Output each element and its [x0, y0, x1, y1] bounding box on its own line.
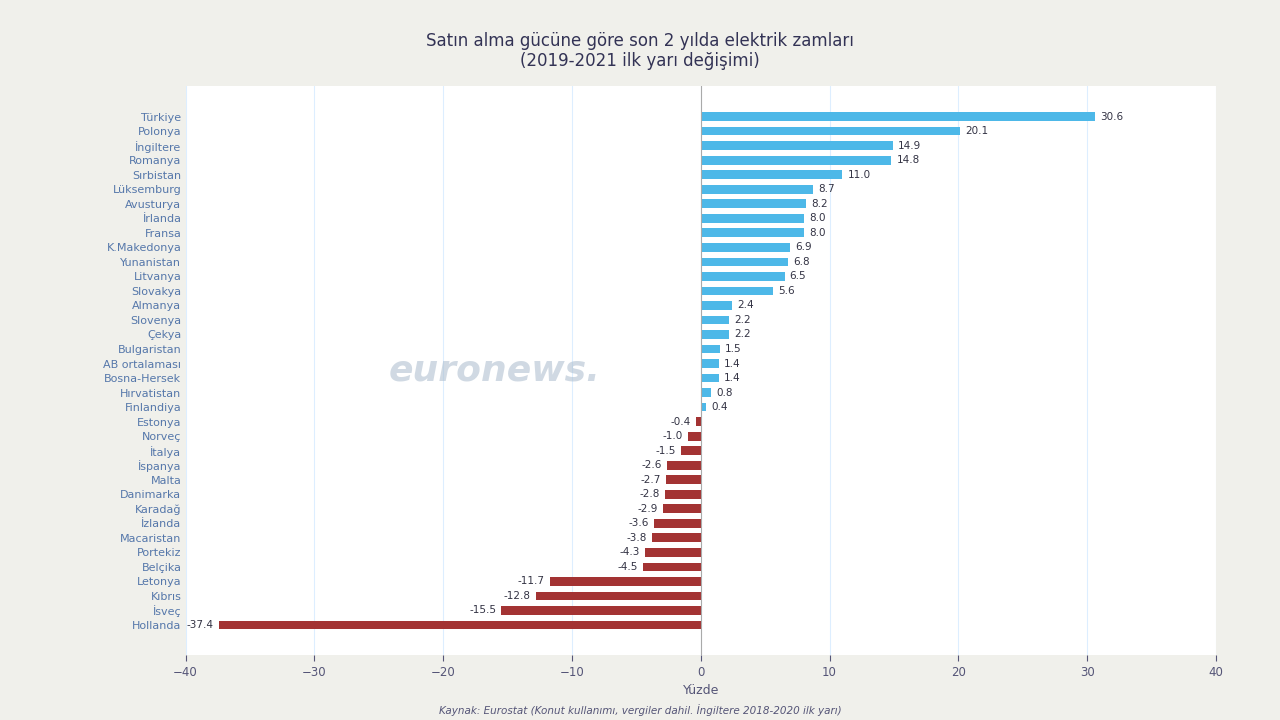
Text: (2019-2021 ilk yarı değişimi): (2019-2021 ilk yarı değişimi): [520, 52, 760, 70]
Bar: [701, 112, 1094, 121]
Bar: [701, 258, 788, 266]
Bar: [536, 592, 701, 600]
Bar: [654, 519, 701, 528]
Text: -12.8: -12.8: [504, 591, 531, 601]
Bar: [695, 418, 701, 426]
Text: euronews.: euronews.: [389, 354, 600, 388]
Bar: [701, 141, 892, 150]
Bar: [550, 577, 701, 586]
Bar: [701, 243, 790, 252]
Text: 1.4: 1.4: [724, 373, 741, 383]
Text: 14.8: 14.8: [896, 156, 920, 165]
Bar: [701, 127, 960, 135]
Text: -1.0: -1.0: [663, 431, 682, 441]
Bar: [701, 171, 842, 179]
Bar: [667, 461, 701, 469]
Text: -2.7: -2.7: [640, 474, 660, 485]
Bar: [701, 185, 813, 194]
Bar: [663, 505, 701, 513]
Bar: [502, 606, 701, 615]
Bar: [664, 490, 701, 499]
Bar: [701, 287, 773, 295]
Text: 11.0: 11.0: [847, 170, 870, 180]
Bar: [701, 315, 730, 324]
Bar: [645, 548, 701, 557]
Text: 0.4: 0.4: [712, 402, 727, 412]
Text: -4.5: -4.5: [617, 562, 637, 572]
Text: 2.2: 2.2: [735, 315, 751, 325]
Bar: [701, 330, 730, 339]
Text: 14.9: 14.9: [897, 140, 922, 150]
Text: 6.9: 6.9: [795, 243, 812, 252]
Text: 0.8: 0.8: [717, 387, 732, 397]
Text: 2.2: 2.2: [735, 330, 751, 340]
Bar: [681, 446, 701, 455]
Text: 1.5: 1.5: [726, 344, 742, 354]
Text: -11.7: -11.7: [518, 577, 545, 586]
Text: -2.8: -2.8: [639, 490, 659, 499]
Bar: [687, 432, 701, 441]
Text: 30.6: 30.6: [1100, 112, 1124, 122]
Text: 8.0: 8.0: [809, 213, 826, 223]
Text: -3.8: -3.8: [626, 533, 646, 543]
Text: 5.6: 5.6: [778, 286, 795, 296]
Text: Kaynak: Eurostat (Konut kullanımı, vergiler dahil. İngiltere 2018-2020 ilk yarı): Kaynak: Eurostat (Konut kullanımı, vergi…: [439, 704, 841, 716]
Bar: [701, 272, 785, 281]
Bar: [701, 199, 806, 208]
Text: -4.3: -4.3: [620, 547, 640, 557]
Bar: [666, 475, 701, 484]
Bar: [701, 388, 712, 397]
Bar: [701, 345, 721, 354]
Bar: [652, 534, 701, 542]
Text: Satın alma gücüne göre son 2 yılda elektrik zamları: Satın alma gücüne göre son 2 yılda elekt…: [426, 32, 854, 50]
Text: -1.5: -1.5: [655, 446, 676, 456]
Bar: [701, 214, 804, 222]
Bar: [701, 359, 719, 368]
Bar: [701, 301, 732, 310]
Text: -3.6: -3.6: [628, 518, 649, 528]
Text: 6.8: 6.8: [794, 257, 810, 267]
Text: 8.2: 8.2: [812, 199, 828, 209]
Text: -2.6: -2.6: [641, 460, 662, 470]
Bar: [701, 156, 891, 165]
Bar: [701, 374, 719, 382]
Bar: [219, 621, 701, 629]
Bar: [643, 562, 701, 571]
Text: 6.5: 6.5: [790, 271, 806, 282]
Text: -15.5: -15.5: [468, 606, 497, 616]
Bar: [701, 402, 707, 411]
Text: -0.4: -0.4: [671, 417, 690, 427]
Bar: [701, 228, 804, 237]
Text: -2.9: -2.9: [637, 504, 658, 514]
Text: 2.4: 2.4: [737, 300, 754, 310]
Text: 8.0: 8.0: [809, 228, 826, 238]
Text: 20.1: 20.1: [965, 126, 988, 136]
Text: 1.4: 1.4: [724, 359, 741, 369]
Text: -37.4: -37.4: [187, 620, 214, 630]
Text: 8.7: 8.7: [818, 184, 835, 194]
X-axis label: Yüzde: Yüzde: [682, 684, 719, 697]
